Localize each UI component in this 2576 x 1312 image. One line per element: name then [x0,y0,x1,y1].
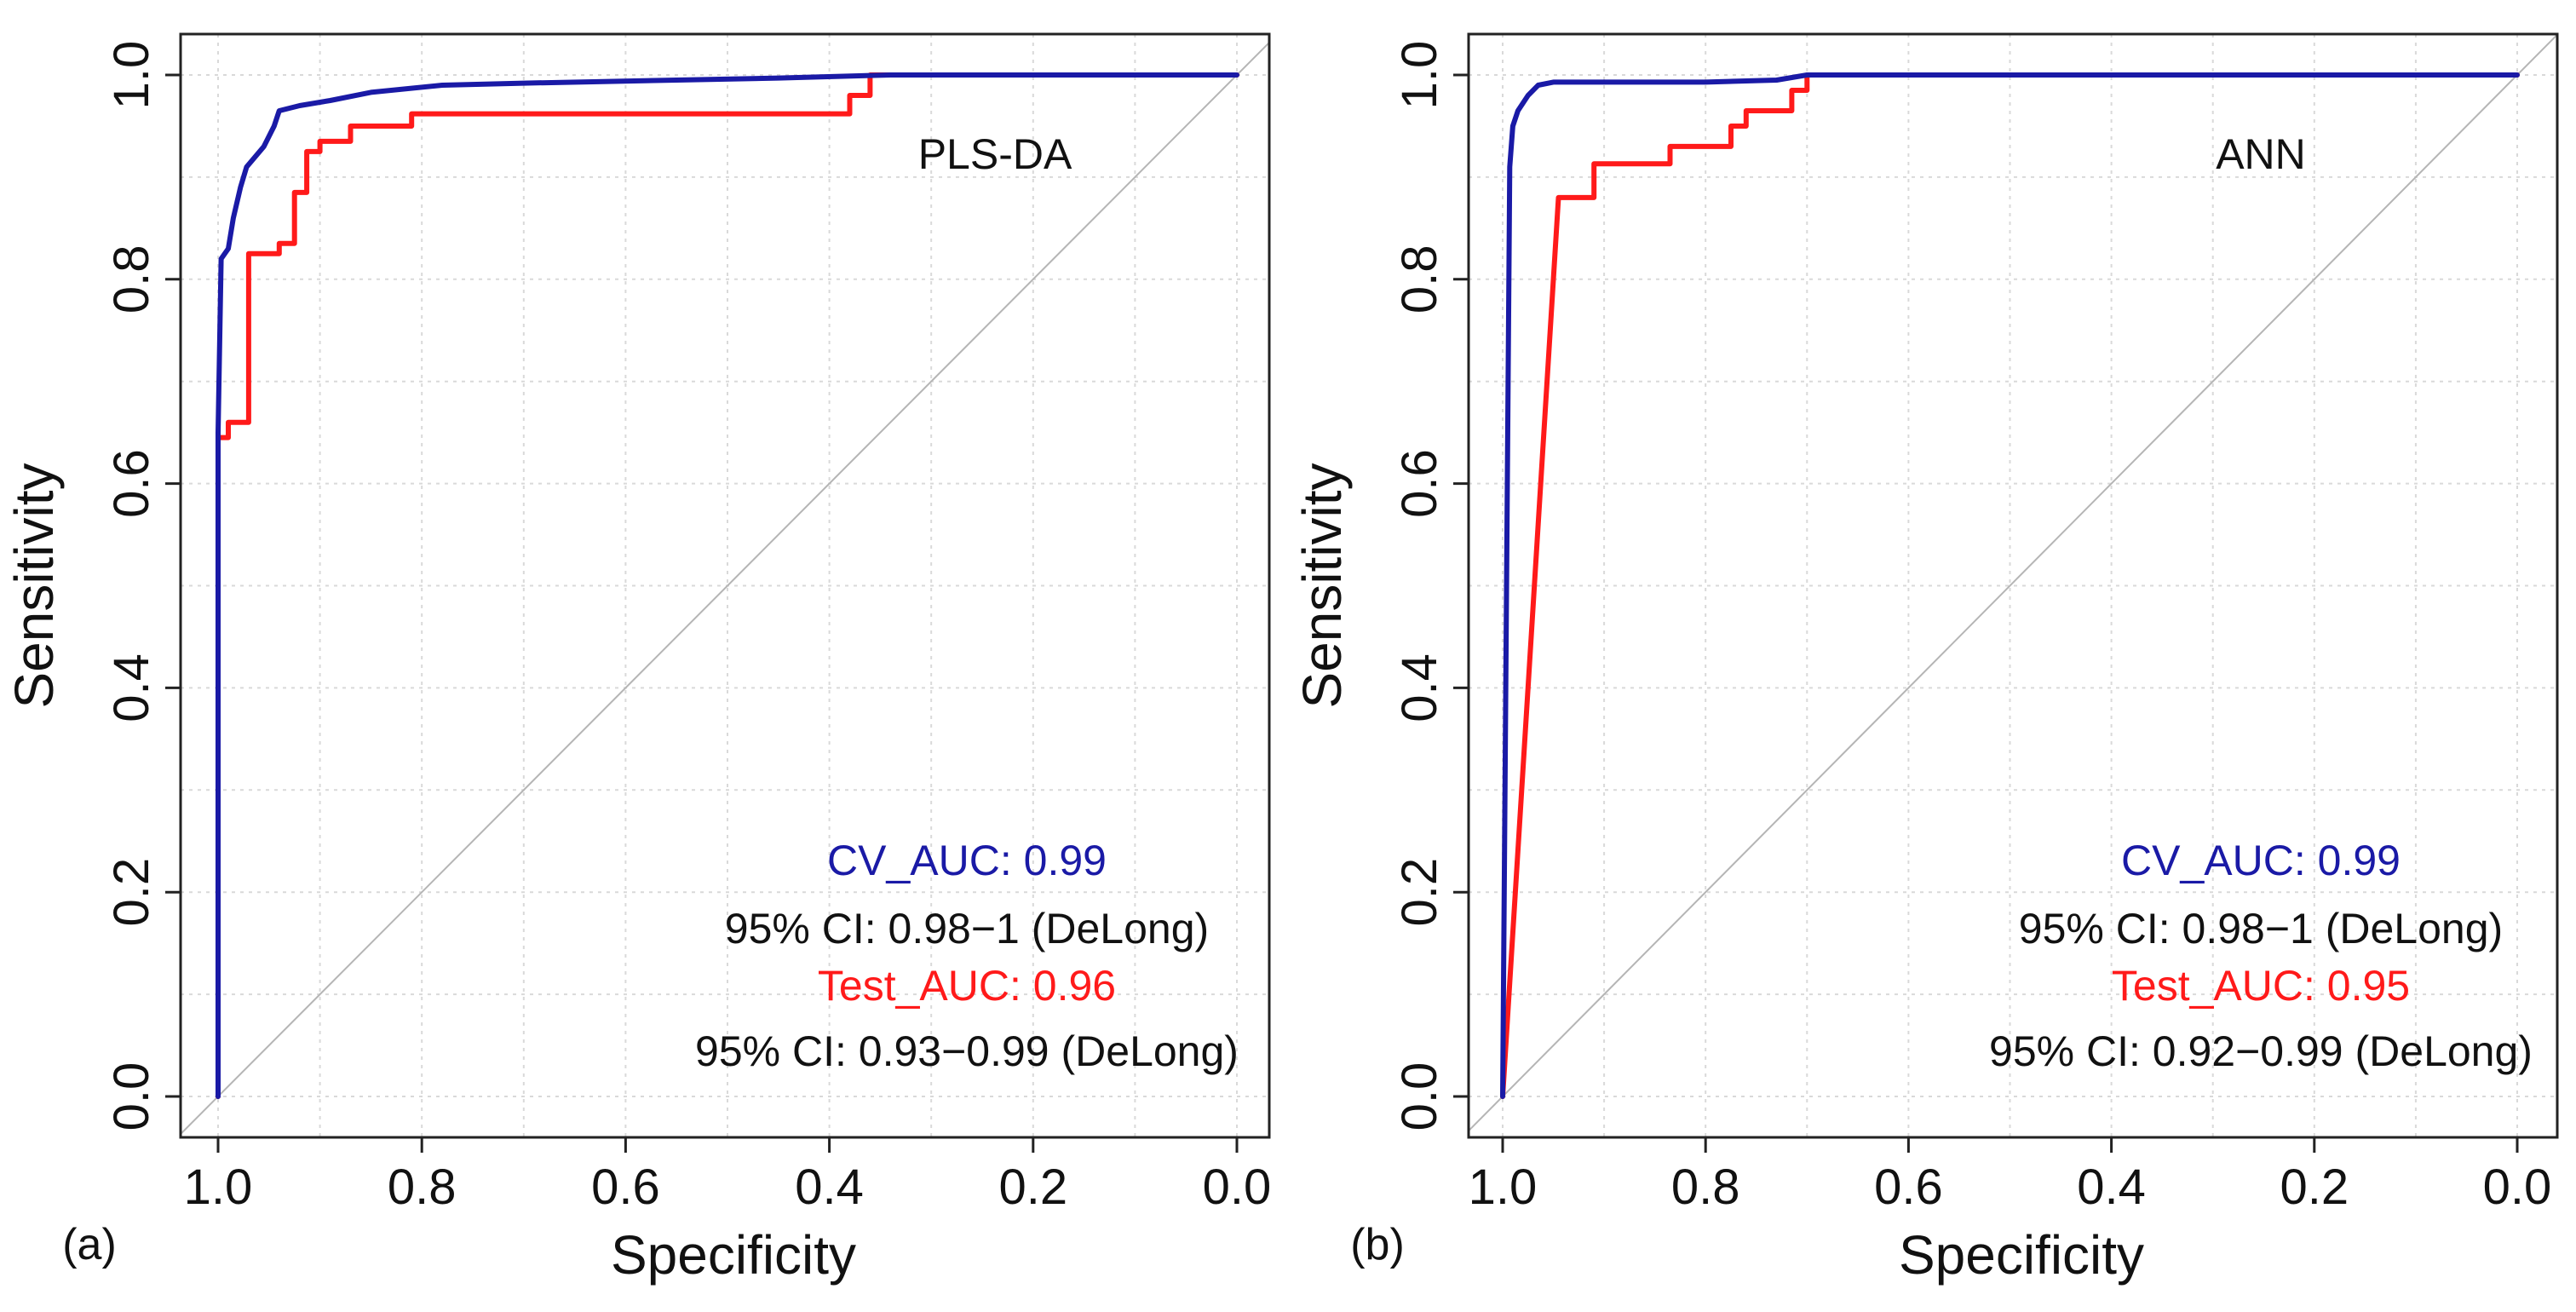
y-tick-label: 0.0 [1392,1062,1447,1131]
x-tick-label: 0.4 [795,1160,864,1215]
roc-panel-a: 1.0 0.8 0.6 0.4 0.2 0.0 0.0 0.2 0.4 0.6 0.8 1.0 Spec… [3,32,1272,1286]
y-tick-label: 0.8 [1392,245,1447,314]
y-tick-label: 0.4 [1392,653,1447,722]
x-tick-label: 0.0 [1203,1160,1272,1215]
x-tick-label: 1.0 [1469,1160,1538,1215]
reference-diagonal [180,42,1270,1135]
y-tick-label: 1.0 [1392,41,1447,110]
y-axis-title: Sensitivity [3,463,65,708]
panel-label: (a) [62,1220,117,1269]
x-tick-label: 0.2 [998,1160,1067,1215]
test-ci-label: 95% CI: 0.92−0.99 (DeLong) [1989,1027,2533,1075]
model-label: PLS-DA [918,130,1072,178]
y-tick-label: 0.4 [104,653,159,722]
x-axis-title: Specificity [1899,1224,2144,1286]
test-ci-label: 95% CI: 0.93−0.99 (DeLong) [695,1027,1239,1075]
y-tick-label: 0.8 [104,245,159,314]
y-tick-label: 0.2 [104,858,159,927]
cv-auc-label: CV_AUC: 0.99 [2121,837,2401,884]
model-label: ANN [2216,130,2306,178]
panel-label: (b) [1350,1220,1405,1269]
y-tick-label: 0.0 [104,1062,159,1131]
x-tick-label: 1.0 [184,1160,253,1215]
x-tick-label: 0.6 [591,1160,660,1215]
roc-curve-cv [216,72,1239,1099]
reference-diagonal [1468,33,2558,1131]
x-tick-label: 0.6 [1874,1160,1943,1215]
x-tick-label: 0.2 [2280,1160,2349,1215]
x-tick-label: 0.4 [2077,1160,2146,1215]
x-tick-label: 0.8 [388,1160,457,1215]
y-tick-label: 1.0 [104,41,159,110]
x-axis-title: Specificity [611,1224,856,1286]
plot-frame [1467,32,2559,1139]
cv-ci-label: 95% CI: 0.98−1 (DeLong) [2019,905,2503,952]
x-tick-label: 0.8 [1671,1160,1740,1215]
test-auc-label: Test_AUC: 0.95 [2112,962,2410,1010]
test-auc-label: Test_AUC: 0.96 [818,962,1116,1010]
cv-auc-label: CV_AUC: 0.99 [827,837,1107,884]
y-tick-label: 0.6 [1392,449,1447,518]
y-axis-title: Sensitivity [1291,463,1353,708]
y-tick-label: 0.2 [1392,858,1447,927]
x-tick-label: 0.0 [2483,1160,2552,1215]
y-tick-label: 0.6 [104,449,159,518]
roc-curve-test [1500,72,2520,1099]
cv-ci-label: 95% CI: 0.98−1 (DeLong) [725,905,1209,952]
roc-curve-cv [1500,72,2520,1099]
roc-panel-b: 1.0 0.8 0.6 0.4 0.2 0.0 0.0 0.2 0.4 0.6 0.8 1.0 Spec… [1291,32,2559,1286]
roc-curve-test [216,72,1239,1099]
plot-frame [179,32,1271,1139]
